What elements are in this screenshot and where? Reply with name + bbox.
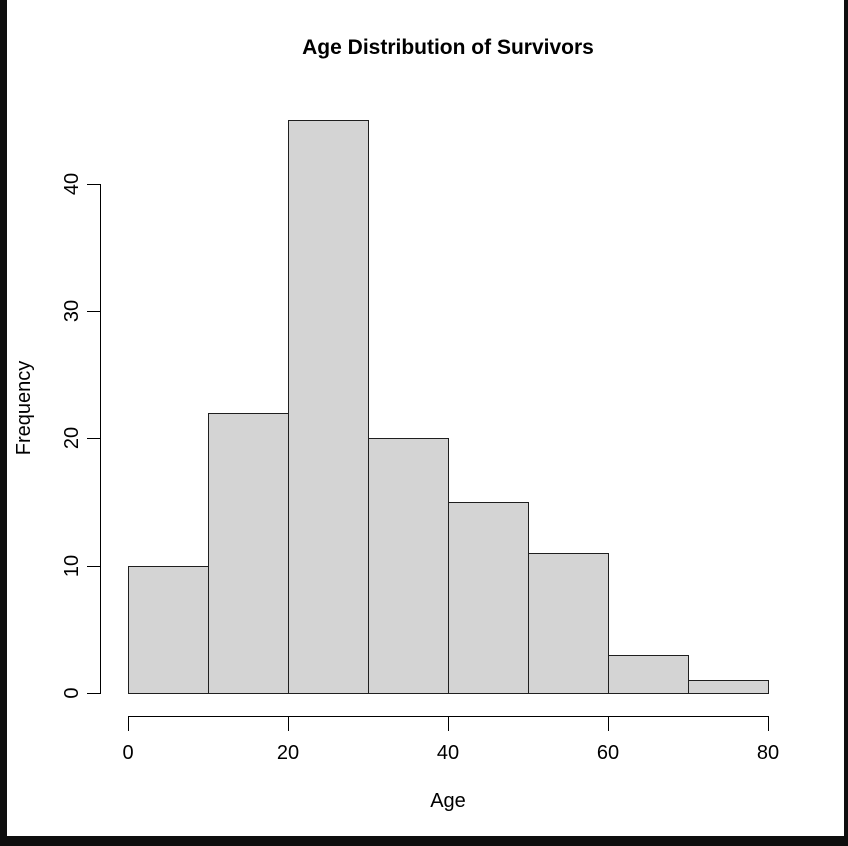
histogram-bar [448, 502, 529, 694]
histogram-bar [128, 566, 209, 694]
y-axis-tick-label: 20 [61, 426, 83, 450]
x-axis-tick [288, 716, 289, 731]
x-axis-tick-label: 20 [276, 742, 300, 764]
chart-title: Age Distribution of Survivors [302, 36, 594, 59]
x-axis-tick [448, 716, 449, 731]
y-axis-tick-label: 0 [61, 687, 83, 699]
y-axis-tick [87, 693, 100, 694]
x-axis-tick [608, 716, 609, 731]
y-axis-tick-label: 40 [61, 172, 83, 196]
y-axis-title: Frequency [13, 360, 35, 456]
y-axis-line [100, 184, 101, 694]
y-axis-tick [87, 566, 100, 567]
x-axis-tick [128, 716, 129, 731]
histogram-bar [608, 655, 689, 694]
histogram-bar [688, 680, 769, 694]
histogram-bar [368, 438, 449, 694]
x-axis-tick-label: 0 [122, 742, 134, 764]
y-axis-tick [87, 184, 100, 185]
y-axis-tick-label: 30 [61, 299, 83, 323]
histogram-bar [288, 120, 369, 694]
frame-bottom-edge [0, 836, 848, 846]
y-axis-tick [87, 438, 100, 439]
histogram-bar [528, 553, 609, 694]
frame-left-edge [0, 0, 7, 846]
x-axis-tick [768, 716, 769, 731]
x-axis-title: Age [430, 790, 466, 812]
y-axis-tick-label: 10 [61, 554, 83, 578]
y-axis-tick [87, 311, 100, 312]
frame-right-edge [844, 0, 848, 846]
x-axis-tick-label: 80 [756, 742, 780, 764]
x-axis-tick-label: 40 [436, 742, 460, 764]
histogram-bar [208, 413, 289, 694]
x-axis-tick-label: 60 [596, 742, 620, 764]
